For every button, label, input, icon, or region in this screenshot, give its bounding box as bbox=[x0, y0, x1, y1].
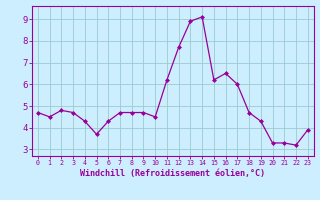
X-axis label: Windchill (Refroidissement éolien,°C): Windchill (Refroidissement éolien,°C) bbox=[80, 169, 265, 178]
